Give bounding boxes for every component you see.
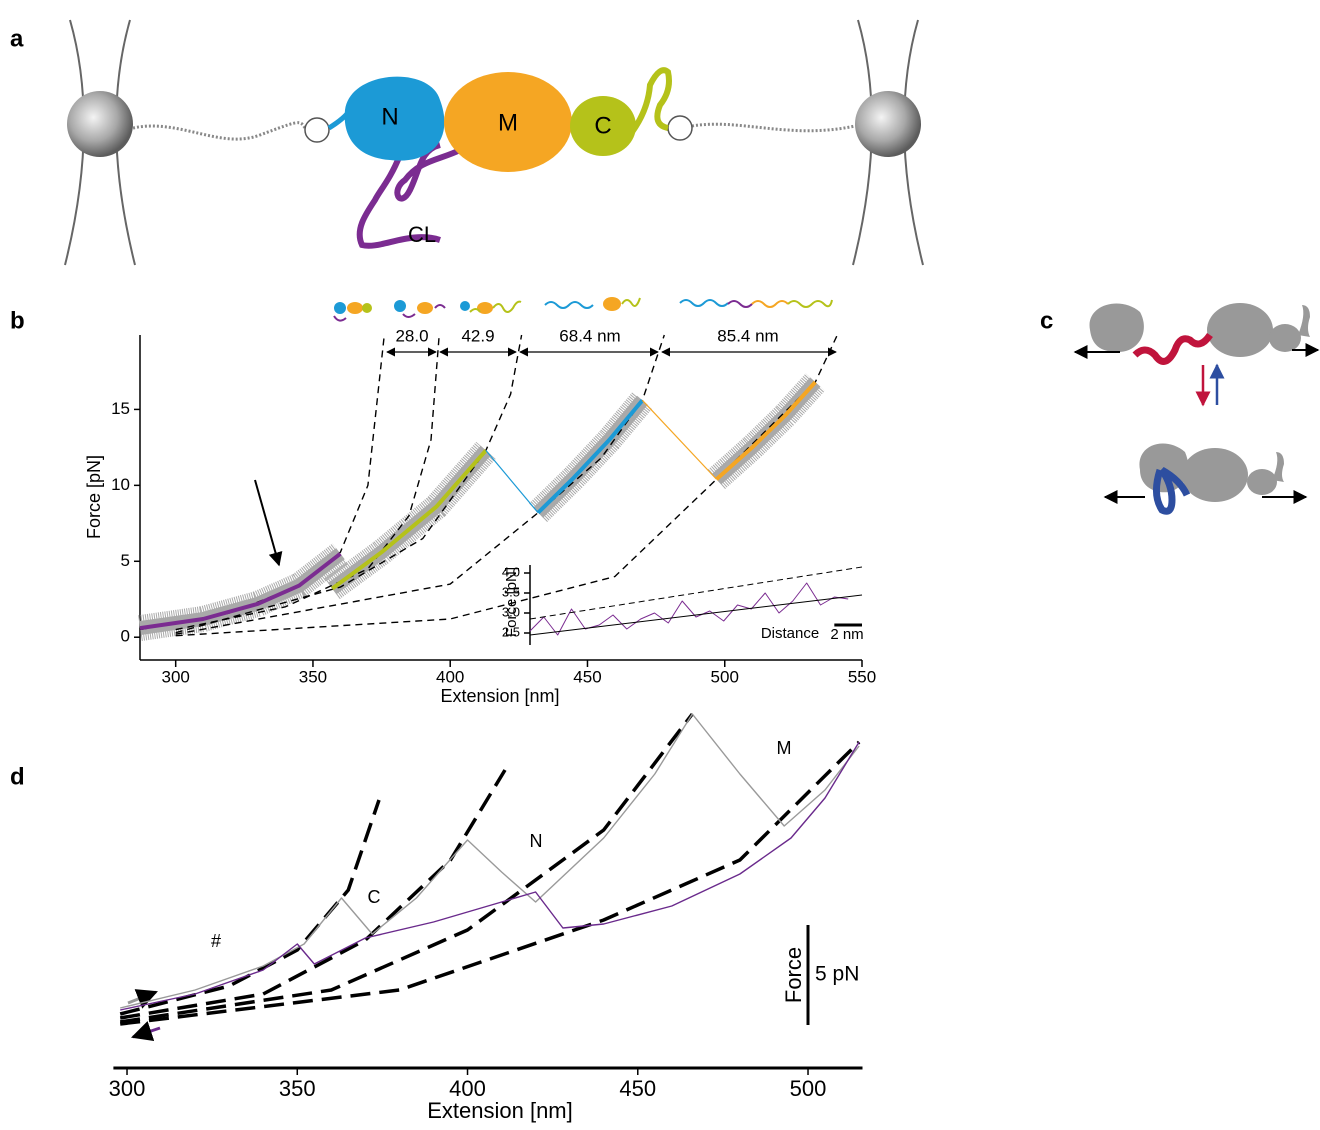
data-line — [120, 742, 859, 1010]
peak-label: # — [211, 931, 221, 951]
gap-label: 68.4 nm — [559, 326, 620, 345]
gap-label: 42.9 — [461, 326, 494, 345]
y-tick-label: 15 — [111, 399, 130, 418]
model-curve — [530, 567, 862, 619]
x-axis-label: Distance — [761, 625, 819, 642]
domain-label: C — [594, 112, 611, 139]
panel-label: b — [10, 307, 25, 334]
y-axis-label: Force — [781, 947, 806, 1003]
x-tick-label: 400 — [436, 667, 464, 686]
panel-label: a — [10, 25, 24, 52]
model-curve — [176, 335, 665, 634]
model-curve — [120, 714, 692, 1022]
x-tick-label: 450 — [619, 1076, 656, 1101]
domain-label: N — [381, 103, 398, 130]
data-line — [120, 714, 859, 1008]
diagram-a: N M C CL — [65, 20, 923, 265]
x-tick-label: 550 — [848, 667, 876, 686]
domain-label: M — [498, 109, 518, 136]
peak-label: M — [777, 738, 792, 758]
x-axis-label: Extension [nm] — [440, 686, 559, 706]
x-tick-label: 350 — [299, 667, 327, 686]
gap-label: 85.4 nm — [717, 326, 778, 345]
x-tick-label: 500 — [790, 1076, 827, 1101]
model-curve — [120, 800, 379, 1014]
peak-label: N — [530, 831, 543, 851]
figure: a b c d N M C CL 28.0 42.9 68.4 nm 85.4 … — [0, 0, 1320, 1125]
x-tick-label: 500 — [711, 667, 739, 686]
state-cartoons — [334, 297, 832, 321]
gap-label: 28.0 — [395, 326, 428, 345]
y-axis-label: Force [pN] — [503, 567, 520, 637]
pointer-arrow — [255, 480, 279, 565]
linker-label: CL — [408, 222, 436, 247]
x-tick-label: 350 — [279, 1076, 316, 1101]
model-curve — [120, 770, 505, 1018]
y-tick-label: 0 — [121, 627, 130, 646]
y-tick-label: 10 — [111, 475, 130, 494]
x-tick-label: 300 — [162, 667, 190, 686]
x-tick-label: 450 — [573, 667, 601, 686]
transition-line — [642, 400, 716, 479]
scale-bar-label: 2 nm — [830, 626, 863, 643]
panel-label: c — [1040, 307, 1053, 334]
y-axis-label: Force [pN] — [84, 455, 104, 539]
chart: 0 5 10 15 300 350 400 450 500 550 Extension [nm] Fo… — [84, 335, 876, 706]
scale-bar-label: 5 pN — [815, 963, 859, 986]
stretch-arrow — [128, 992, 156, 1003]
transition-line — [486, 450, 538, 512]
panel-label: d — [10, 763, 25, 790]
x-axis-label: Extension [nm] — [427, 1098, 573, 1123]
noise-band — [332, 450, 486, 588]
peak-label: C — [368, 887, 381, 907]
x-tick-label: 300 — [109, 1076, 146, 1101]
diagram-c — [1075, 303, 1318, 511]
relax-arrow — [133, 1028, 160, 1037]
y-tick-label: 5 — [121, 551, 130, 570]
